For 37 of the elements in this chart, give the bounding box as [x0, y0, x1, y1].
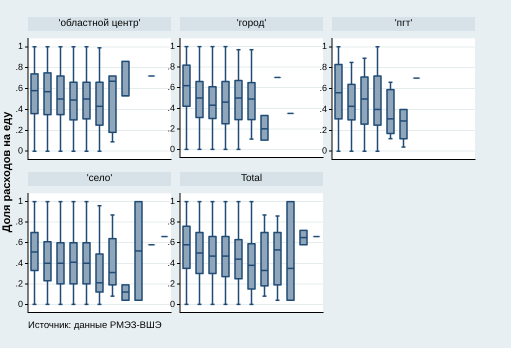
y-tick-label: 0	[322, 146, 327, 156]
y-tick-label: .8	[167, 62, 175, 72]
y-tick-label: 1	[18, 196, 23, 206]
y-tick-label: .6	[167, 237, 175, 248]
y-tick-label: .4	[167, 102, 175, 113]
y-tick-label: .8	[15, 216, 23, 227]
y-tick-label: 1	[170, 41, 175, 52]
chart-title: Total	[180, 172, 323, 186]
y-tick-label: 0	[170, 144, 175, 154]
y-tick-label: .2	[319, 124, 327, 135]
y-tick-label: .4	[15, 258, 23, 268]
y-tick-label: .6	[319, 83, 327, 94]
y-tick-label: .6	[15, 83, 23, 94]
chart-title: 'город'	[180, 17, 323, 31]
y-tick-label: .8	[167, 216, 175, 227]
text: Источник: данные РМЭЗ-ВШЭ	[28, 320, 162, 331]
chart-title: 'областной центр'	[28, 17, 171, 31]
y-axis-title: Доля расходов на еду	[1, 112, 13, 232]
y-tick-label: .6	[15, 237, 23, 248]
y-tick-label: 1	[18, 41, 23, 52]
y-tick-label: 0	[170, 298, 175, 309]
y-tick-label: .8	[15, 62, 23, 72]
y-tick-label: .2	[167, 123, 175, 134]
y-tick-label: .2	[167, 278, 175, 288]
y-tick-label: 0	[18, 146, 23, 156]
y-tick-label: .6	[167, 82, 175, 92]
y-tick-label: 1	[322, 41, 327, 52]
y-tick-label: 0	[18, 298, 23, 309]
y-tick-label: .4	[319, 104, 327, 114]
y-tick-label: .4	[167, 258, 175, 268]
chart-title: 'село'	[28, 172, 171, 186]
y-tick-label: .2	[15, 124, 23, 135]
y-tick-label: .4	[15, 104, 23, 114]
y-tick-label: .2	[15, 278, 23, 288]
chart-title: 'пгт'	[332, 17, 475, 31]
y-tick-label: 1	[170, 196, 175, 206]
y-tick-label: .8	[319, 62, 327, 72]
